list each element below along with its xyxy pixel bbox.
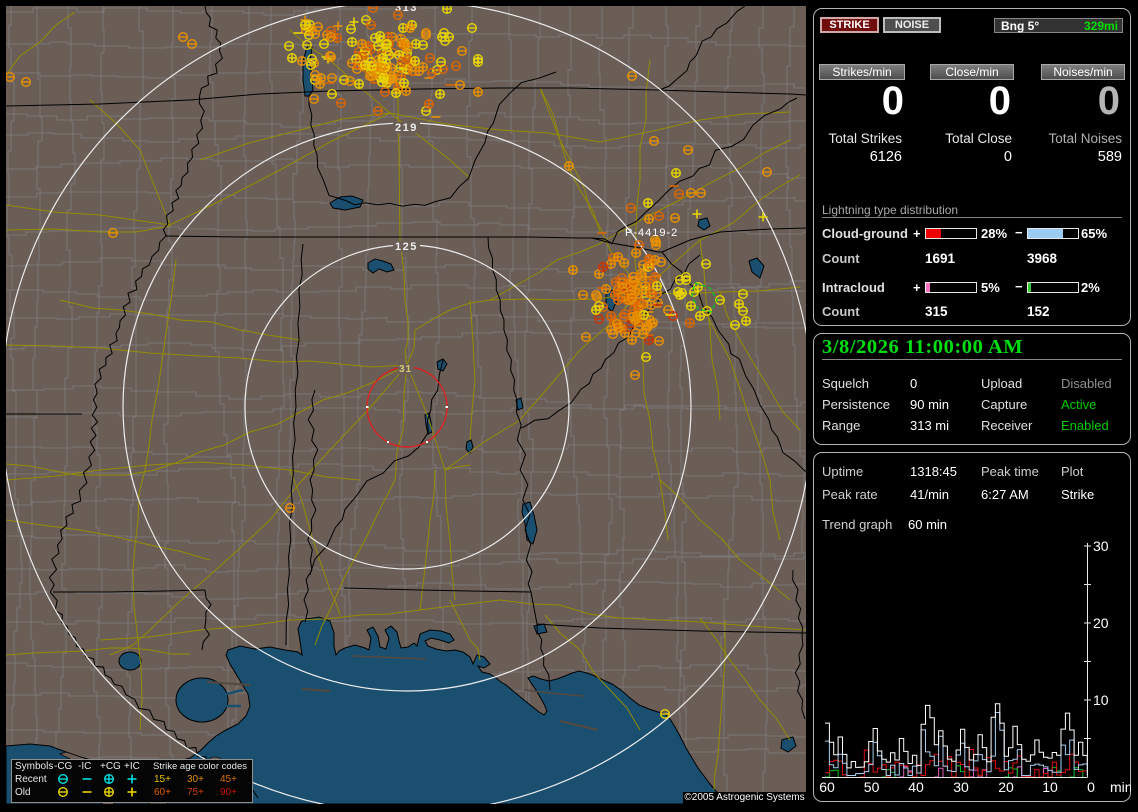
svg-text:10: 10 [1042, 779, 1058, 795]
svg-text:31: 31 [399, 364, 412, 375]
svg-text:min: min [1110, 779, 1131, 795]
svg-text:P-4419-2: P-4419-2 [625, 227, 678, 239]
svg-text:0: 0 [1087, 779, 1095, 795]
svg-text:30: 30 [1093, 538, 1109, 554]
svg-text:10: 10 [1093, 692, 1109, 708]
svg-text:60: 60 [819, 779, 835, 795]
svg-text:20: 20 [1093, 615, 1109, 631]
svg-text:20: 20 [998, 779, 1014, 795]
svg-text:30: 30 [953, 779, 969, 795]
svg-text:50: 50 [864, 779, 880, 795]
svg-text:40: 40 [908, 779, 924, 795]
svg-text:219: 219 [395, 122, 418, 134]
svg-text:125: 125 [395, 241, 418, 253]
svg-text:313: 313 [395, 6, 418, 14]
